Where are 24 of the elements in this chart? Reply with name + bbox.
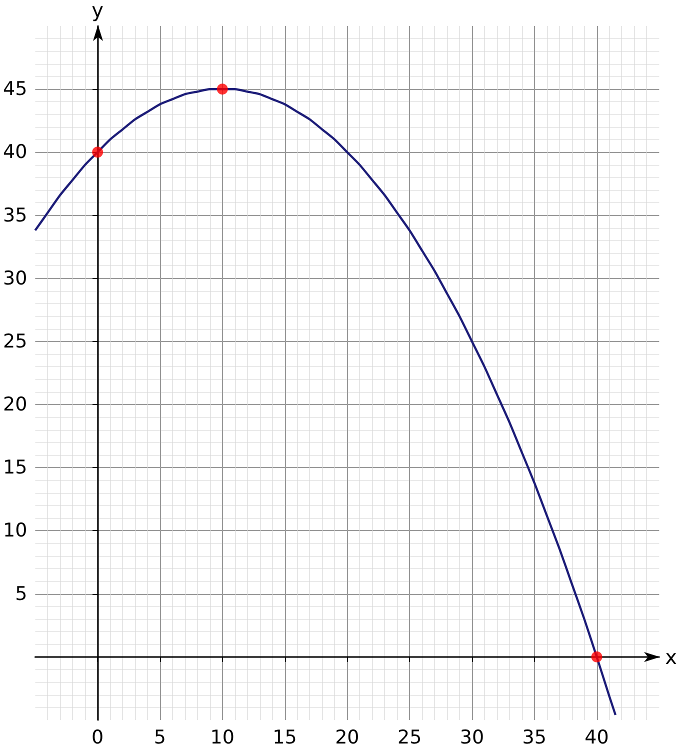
point <box>591 651 602 662</box>
y-tick-label: 20 <box>2 394 28 416</box>
x-axis-title: x <box>665 644 678 669</box>
x-tick-label: 35 <box>522 726 546 747</box>
y-tick-label: 45 <box>2 78 28 100</box>
y-tick-label: 25 <box>2 330 28 352</box>
x-tick-label: 15 <box>272 726 297 747</box>
x-tick-label: 10 <box>210 726 234 747</box>
x-tick-label: 25 <box>397 726 422 747</box>
line-series <box>34 88 617 716</box>
x-tick-label: 0 <box>92 726 104 747</box>
x-tick-label: 20 <box>335 726 360 747</box>
point <box>92 146 104 158</box>
x-tick-label: 30 <box>460 726 484 747</box>
y-tick-label: 10 <box>2 520 28 542</box>
y-axis-title: y <box>92 0 104 22</box>
y-tick-label: 35 <box>2 204 28 226</box>
point <box>216 84 228 95</box>
y-tick-label: 15 <box>2 456 28 479</box>
x-tick-label: 5 <box>154 726 166 747</box>
y-tick-label: 5 <box>15 582 28 605</box>
x-tick-label: 40 <box>584 726 609 747</box>
y-tick-label: 30 <box>2 267 28 290</box>
y-tick-label: 40 <box>2 141 28 164</box>
